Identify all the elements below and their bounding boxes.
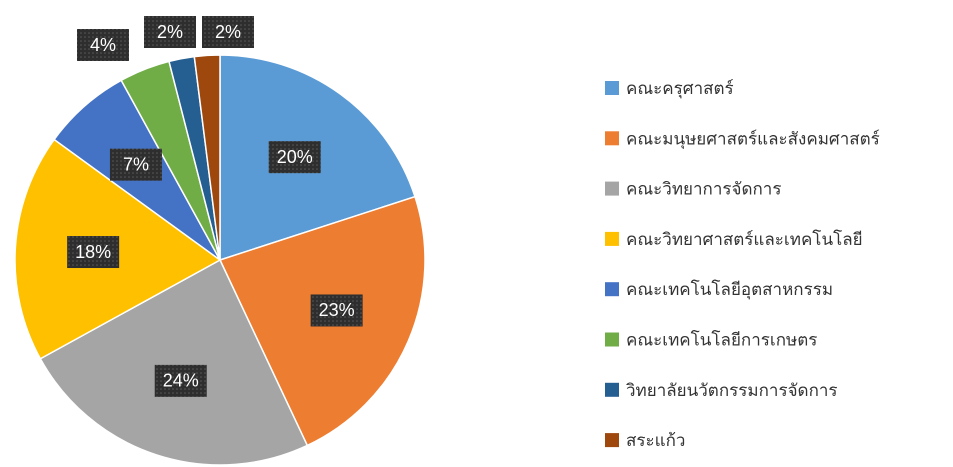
data-label: 23% [319, 300, 355, 320]
legend-swatch [605, 282, 619, 297]
legend-label: คณะวิทยาศาสตร์และเทคโนโลยี [626, 229, 863, 250]
data-label-box [144, 16, 196, 48]
pie-slice [39, 258, 309, 466]
data-label: 18% [75, 242, 111, 262]
pie-slice [193, 54, 221, 261]
data-label-box [154, 364, 207, 397]
data-label: 20% [277, 147, 313, 167]
legend-label: คณะครุศาสตร์ [626, 79, 734, 99]
data-label-box [77, 29, 129, 61]
legend-swatch [605, 332, 619, 347]
data-label: 4% [90, 35, 116, 55]
legend-label: คณะเทคโนโลยีอุตสาหกรรม [626, 279, 833, 300]
data-label-box [202, 16, 254, 48]
data-label: 24% [163, 371, 199, 391]
legend-swatch [605, 81, 619, 95]
data-label-box [268, 141, 321, 174]
legend-swatch [605, 181, 619, 196]
data-label-box [310, 294, 363, 327]
legend-swatch [605, 433, 619, 448]
legend-label: วิทยาลัยนวัตกรรมการจัดการ [626, 381, 838, 401]
legend-label: คณะวิทยาการจัดการ [626, 180, 781, 200]
data-label-box [67, 236, 120, 269]
legend-label: คณะมนุษยศาสตร์และสังคมศาสตร์ [626, 129, 880, 149]
data-label-box [109, 148, 162, 181]
data-label: 2% [215, 22, 241, 42]
legend-swatch [605, 131, 619, 146]
data-label: 7% [123, 154, 149, 174]
legend-label: สระแก้ว [626, 431, 685, 451]
legend-label: คณะเทคโนโลยีการเกษตร [626, 330, 817, 351]
legend-swatch [605, 382, 619, 397]
legend-swatch [605, 231, 619, 246]
data-label: 2% [157, 22, 183, 42]
